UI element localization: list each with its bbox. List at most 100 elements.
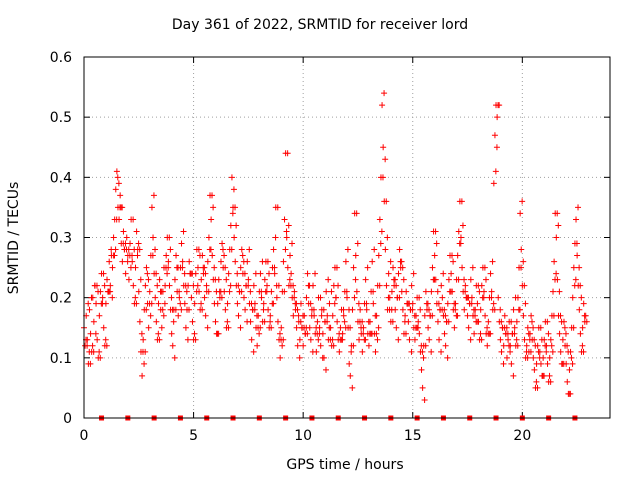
data-point xyxy=(304,330,311,337)
data-point xyxy=(576,306,583,313)
data-point xyxy=(573,216,580,223)
data-point xyxy=(96,348,103,355)
data-point xyxy=(408,282,415,289)
data-point xyxy=(385,270,392,277)
data-point xyxy=(92,330,99,337)
data-point xyxy=(380,144,387,151)
data-point xyxy=(112,246,119,253)
data-point xyxy=(296,354,303,361)
data-point xyxy=(529,318,536,325)
data-point xyxy=(320,354,327,361)
data-point xyxy=(411,336,418,343)
data-point xyxy=(438,348,445,355)
data-point xyxy=(229,210,236,217)
data-point xyxy=(222,264,229,271)
data-point xyxy=(484,342,491,349)
data-point xyxy=(408,348,415,355)
data-point xyxy=(518,246,525,253)
data-point xyxy=(322,366,329,373)
data-point xyxy=(353,210,360,217)
data-point xyxy=(382,156,389,163)
data-point xyxy=(87,330,94,337)
data-point xyxy=(480,288,487,295)
data-point xyxy=(431,252,438,259)
data-point xyxy=(89,294,96,301)
x-tick-label: 10 xyxy=(294,428,312,444)
data-point xyxy=(204,324,211,331)
data-point xyxy=(311,312,318,319)
data-point xyxy=(381,90,388,97)
data-point xyxy=(365,342,372,349)
data-point xyxy=(496,102,503,109)
data-point xyxy=(435,300,442,307)
data-point xyxy=(373,330,380,337)
data-point xyxy=(469,264,476,271)
data-point xyxy=(422,288,429,295)
data-point xyxy=(341,318,348,325)
data-point xyxy=(436,336,443,343)
data-point xyxy=(383,282,390,289)
data-point xyxy=(399,264,406,271)
data-point xyxy=(274,204,281,211)
data-point xyxy=(166,282,173,289)
data-point xyxy=(376,282,383,289)
data-point xyxy=(511,324,518,331)
data-point xyxy=(377,240,384,247)
data-point xyxy=(87,360,94,367)
data-point xyxy=(260,300,267,307)
data-point xyxy=(528,312,535,319)
data-point xyxy=(261,318,268,325)
data-point xyxy=(281,216,288,223)
data-point xyxy=(245,276,252,283)
data-point xyxy=(439,294,446,301)
data-point xyxy=(192,270,199,277)
data-point xyxy=(144,270,151,277)
data-point xyxy=(544,360,551,367)
data-point xyxy=(432,228,439,235)
data-point xyxy=(449,288,456,295)
data-point xyxy=(514,294,521,301)
data-point xyxy=(513,336,520,343)
data-point xyxy=(524,354,531,361)
data-point xyxy=(498,348,505,355)
data-point xyxy=(478,336,485,343)
data-point xyxy=(568,354,575,361)
data-point xyxy=(245,282,252,289)
data-point xyxy=(89,342,96,349)
data-point xyxy=(300,342,307,349)
data-point xyxy=(550,288,557,295)
data-point xyxy=(549,348,556,355)
data-point xyxy=(113,168,120,175)
data-point xyxy=(167,246,174,253)
data-point xyxy=(93,300,100,307)
data-point xyxy=(85,300,92,307)
x-tick-label: 0 xyxy=(80,428,89,444)
data-point xyxy=(97,354,104,361)
data-point xyxy=(176,288,183,295)
data-point xyxy=(132,264,139,271)
data-point xyxy=(468,294,475,301)
data-point xyxy=(553,234,560,241)
data-point xyxy=(107,288,114,295)
data-point xyxy=(386,294,393,301)
data-point xyxy=(136,246,143,253)
data-point xyxy=(221,252,228,259)
data-point xyxy=(471,330,478,337)
data-point xyxy=(257,270,264,277)
data-point xyxy=(196,288,203,295)
data-point xyxy=(141,360,148,367)
data-point xyxy=(567,348,574,355)
data-point xyxy=(84,336,91,343)
data-point xyxy=(198,276,205,283)
data-point xyxy=(402,330,409,337)
data-point xyxy=(519,198,526,205)
data-point xyxy=(301,312,308,319)
data-point xyxy=(239,252,246,259)
data-point xyxy=(103,342,110,349)
y-tick-label: 0 xyxy=(63,411,72,427)
data-point xyxy=(352,252,359,259)
data-point xyxy=(307,336,314,343)
data-point xyxy=(155,330,162,337)
data-point xyxy=(388,288,395,295)
data-point xyxy=(235,282,242,289)
